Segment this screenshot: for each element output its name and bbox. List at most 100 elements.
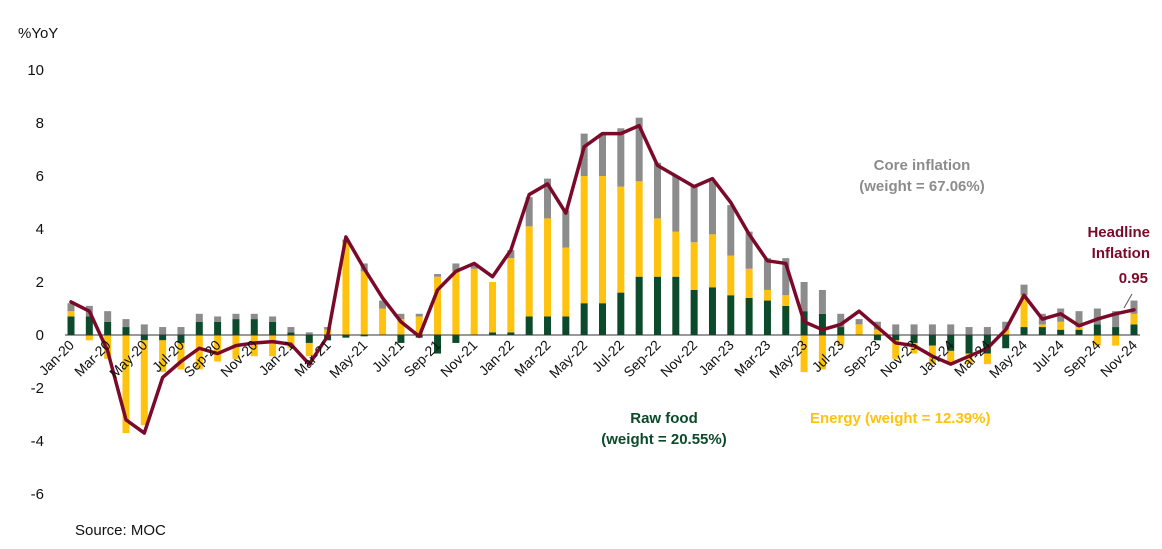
core-inflation-bar bbox=[983, 327, 991, 335]
core-inflation-bar bbox=[250, 313, 258, 320]
core-inflation-bar bbox=[892, 324, 900, 335]
core-inflation-bar bbox=[690, 186, 698, 243]
raw-food-bar bbox=[580, 303, 588, 335]
raw-food-bar bbox=[305, 335, 313, 343]
raw-food-bar bbox=[947, 335, 955, 351]
energy-bar bbox=[892, 340, 900, 359]
raw-food-bar bbox=[287, 332, 295, 335]
core-inflation-bar bbox=[947, 324, 955, 335]
energy-bar bbox=[177, 342, 185, 370]
core-inflation-bar bbox=[140, 324, 148, 335]
energy-bar bbox=[1112, 335, 1120, 346]
raw-food-bar bbox=[873, 335, 881, 341]
raw-food-bar bbox=[525, 316, 533, 335]
energy-bar bbox=[708, 234, 716, 288]
core-inflation-bar bbox=[159, 327, 167, 335]
core-inflation-bar bbox=[672, 176, 680, 232]
y-tick-label: -6 bbox=[31, 486, 44, 503]
raw-food-bar bbox=[708, 287, 716, 335]
y-tick-label: 4 bbox=[36, 221, 44, 238]
core-inflation-bar bbox=[562, 210, 570, 248]
core-inflation-bar bbox=[122, 319, 130, 328]
raw-food-bar bbox=[635, 276, 643, 335]
core-inflation-bar bbox=[617, 128, 625, 187]
x-tick-label: Mar-23 bbox=[731, 337, 774, 380]
raw-food-bar bbox=[763, 300, 771, 335]
raw-food-bar bbox=[1130, 324, 1138, 335]
core-inflation-bar bbox=[800, 282, 808, 312]
energy-bar bbox=[1130, 313, 1138, 325]
raw-food-bar bbox=[232, 319, 240, 335]
raw-food-bar bbox=[122, 327, 130, 335]
energy-bar bbox=[690, 242, 698, 290]
headline-inflation-line bbox=[69, 123, 1136, 435]
x-tick-label: May-22 bbox=[546, 337, 590, 381]
core-inflation-bar bbox=[965, 327, 973, 335]
energy-bar bbox=[415, 316, 423, 335]
energy-bar bbox=[397, 319, 405, 335]
core-inflation-bar bbox=[1112, 311, 1120, 328]
core-inflation-bar bbox=[397, 313, 405, 320]
y-tick-label: 8 bbox=[36, 115, 44, 132]
raw-food-bar bbox=[397, 335, 405, 343]
raw-food-bar bbox=[983, 335, 991, 354]
core-inflation-bar bbox=[452, 263, 460, 272]
core-inflation-bar bbox=[434, 274, 442, 277]
x-tick-label: Sep-23 bbox=[840, 337, 883, 380]
raw-food-bar bbox=[489, 332, 497, 335]
energy-bar bbox=[250, 335, 258, 357]
raw-food-bar bbox=[1020, 327, 1028, 335]
raw-food-bar bbox=[892, 335, 900, 341]
headline-latest-value-label: 0.95 bbox=[1119, 270, 1148, 287]
energy-bar bbox=[1075, 327, 1083, 330]
headline-inflation-label-line2: Inflation bbox=[1092, 245, 1150, 262]
raw-food-bar bbox=[434, 335, 442, 354]
core-inflation-bar bbox=[635, 117, 643, 182]
core-inflation-bar bbox=[214, 316, 222, 322]
energy-bar bbox=[672, 231, 680, 277]
core-inflation-bar bbox=[1002, 321, 1010, 330]
x-tick-label: Nov-21 bbox=[437, 337, 480, 380]
raw-food-bar bbox=[452, 335, 460, 343]
raw-food-bar bbox=[1075, 329, 1083, 335]
energy-label: Energy (weight = 12.39%) bbox=[810, 410, 990, 427]
core-inflation-bar bbox=[1093, 308, 1101, 325]
raw-food-bar bbox=[727, 295, 735, 335]
energy-bar bbox=[873, 329, 881, 335]
raw-food-bar bbox=[214, 321, 222, 335]
core-inflation-bar bbox=[67, 303, 75, 312]
y-tick-label: 2 bbox=[36, 274, 44, 291]
y-axis-unit-label: %YoY bbox=[18, 25, 58, 42]
energy-bar bbox=[965, 353, 973, 365]
raw-food-bar bbox=[1112, 327, 1120, 335]
energy-bar bbox=[727, 255, 735, 296]
raw-food-label: Raw food bbox=[630, 410, 698, 427]
core-inflation-bar bbox=[232, 313, 240, 320]
core-inflation-bar bbox=[544, 178, 552, 219]
core-inflation-bar bbox=[1020, 284, 1028, 296]
energy-bar bbox=[635, 181, 643, 277]
raw-food-bar bbox=[562, 316, 570, 335]
core-inflation-bar bbox=[507, 250, 515, 259]
core-inflation-bar bbox=[928, 324, 936, 335]
energy-bar bbox=[800, 335, 808, 373]
energy-bar bbox=[140, 340, 148, 426]
energy-bar bbox=[159, 340, 167, 373]
energy-bar bbox=[305, 342, 313, 357]
raw-food-bar bbox=[1002, 335, 1010, 349]
core-inflation-bar bbox=[195, 313, 203, 322]
energy-bar bbox=[489, 282, 497, 333]
raw-food-bar bbox=[269, 321, 277, 335]
raw-food-bar bbox=[67, 316, 75, 335]
energy-bar bbox=[269, 335, 277, 357]
core-inflation-bar bbox=[708, 181, 716, 235]
energy-bar bbox=[745, 268, 753, 298]
raw-food-bar bbox=[653, 276, 661, 335]
core-inflation-bar bbox=[1130, 300, 1138, 314]
x-tick-label: Mar-22 bbox=[511, 337, 554, 380]
core-inflation-bar bbox=[727, 205, 735, 256]
energy-bar bbox=[122, 335, 130, 434]
raw-food-bar bbox=[818, 313, 826, 335]
raw-food-bar bbox=[672, 276, 680, 335]
